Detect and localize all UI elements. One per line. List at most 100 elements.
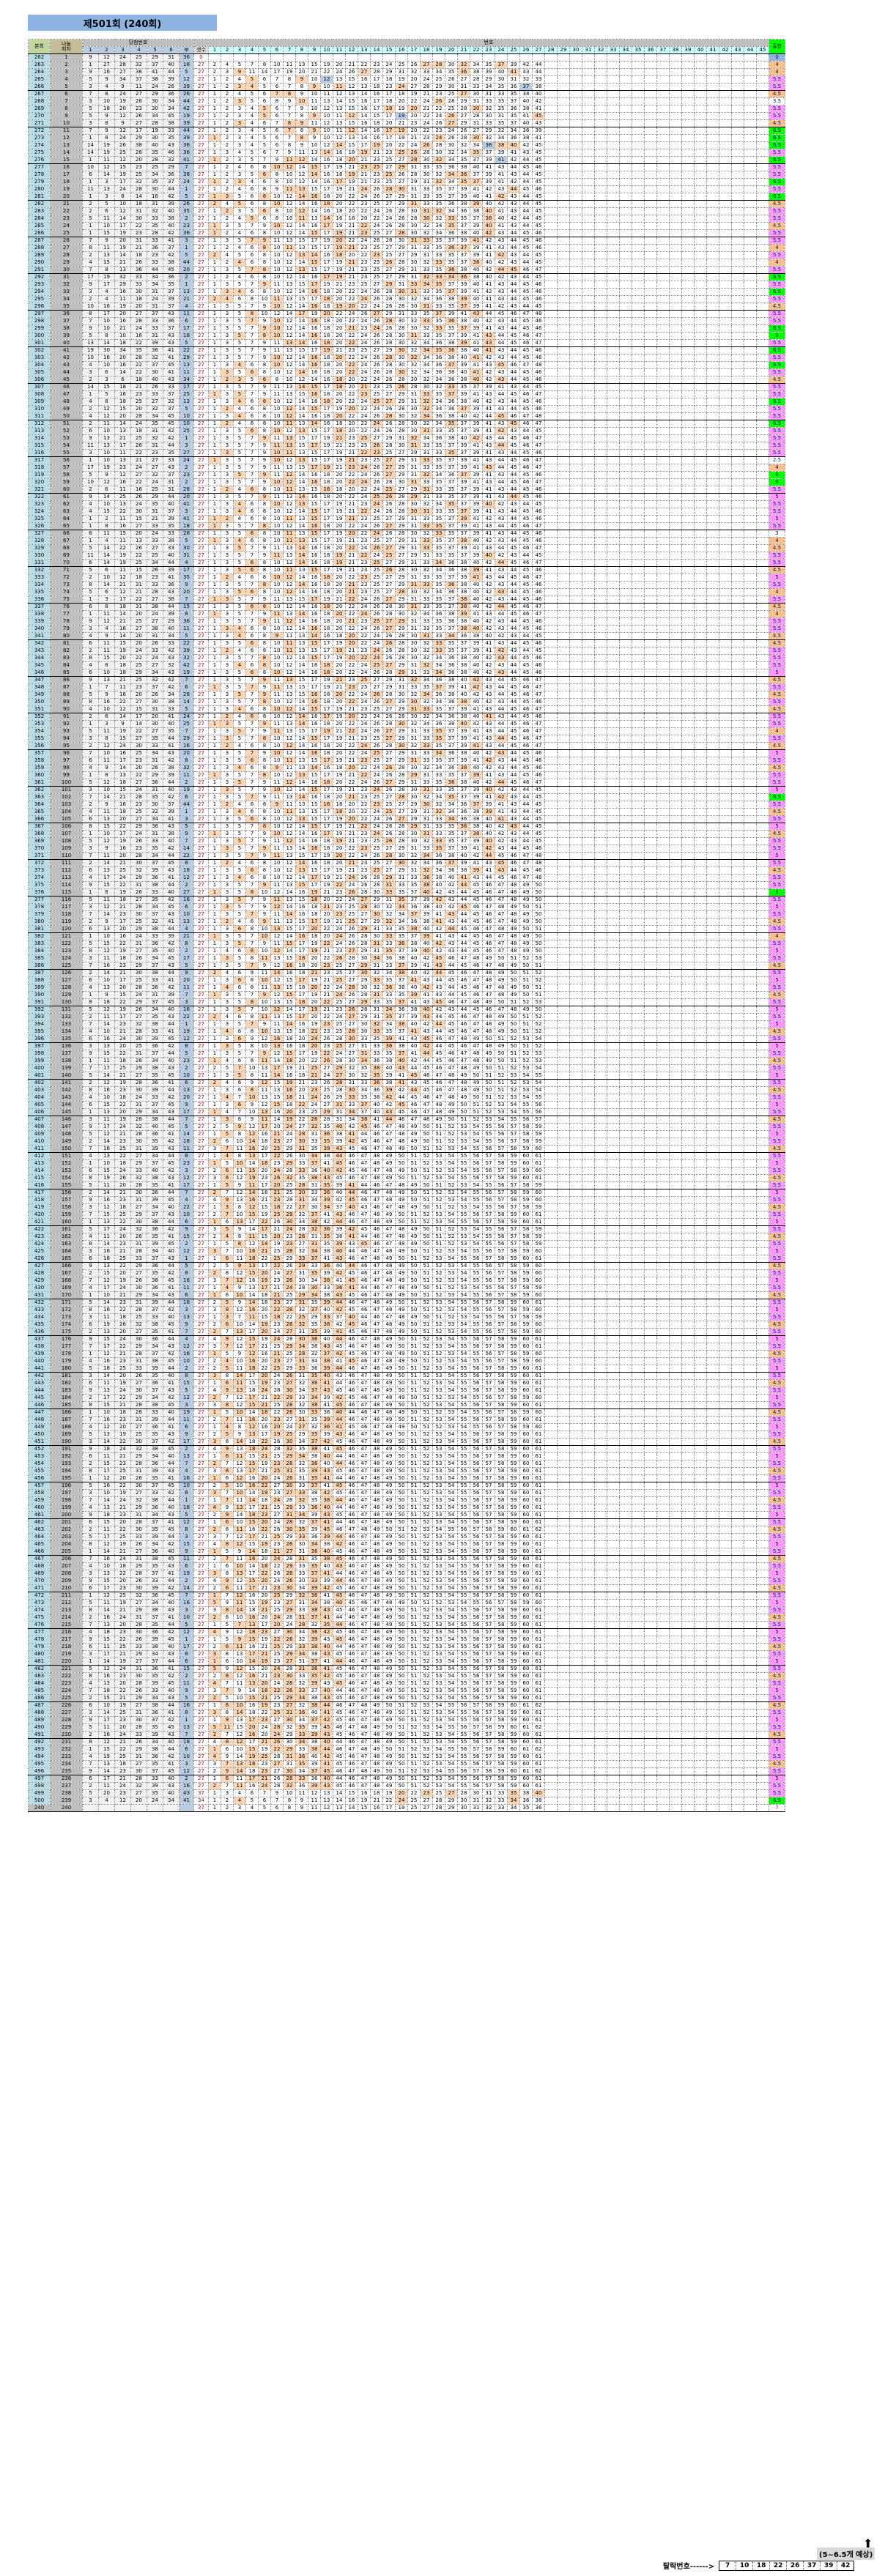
table-row[interactable]: 293 32 9 17 29 33 34 35 1 27 1 3 5 7 9 11 13 15 17 19 21 23 25… xyxy=(28,281,785,289)
table-row[interactable]: 317 56 1 10 13 21 27 33 24 27 1 3 5 7 9 10 12 13 15 17 19 21 2… xyxy=(28,456,785,464)
table-row[interactable]: 278 17 6 14 19 25 34 36 38 27 1 2 3 5 6 8 10 12 14 16 18 19 21… xyxy=(28,171,785,179)
table-row[interactable]: 331 70 6 14 19 25 34 44 4 27 1 3 5 6 8 10 12 14 16 18 19 21 23… xyxy=(28,559,785,567)
table-row[interactable]: 304 43 4 10 16 22 37 45 13 27 1 3 4 6 8 10 12 14 16 18 20 22 2… xyxy=(28,361,785,369)
table-row[interactable]: 332 71 5 6 11 15 26 39 17 27 1 3 5 6 8 10 11 13 15 17 19 21 23… xyxy=(28,566,785,574)
table-row[interactable]: 342 81 6 11 15 20 26 33 22 27 1 3 5 6 8 10 11 13 15 17 19 20 2… xyxy=(28,639,785,647)
table-row[interactable]: 303 42 10 16 20 28 32 41 29 27 1 3 5 7 9 10 12 14 16 18 20 22… xyxy=(28,354,785,362)
table-row[interactable]: 286 25 1 15 19 23 28 42 36 27 1 2 4 6 8 10 12 14 15 17 19 21 2… xyxy=(28,229,785,237)
table-row[interactable]: 319 58 5 9 12 27 32 37 23 27 1 3 5 7 9 11 12 14 16 18 20 22 24… xyxy=(28,471,785,479)
table-row[interactable]: 307 46 14 15 18 21 26 33 17 27 1 3 5 7 9 11 13 14 15 17 18 20… xyxy=(28,383,785,391)
table-row[interactable]: 265 4 5 9 34 37 38 39 12 27 1 2 4 5 6 7 8 9 10 12 13 15 16 17 18… xyxy=(28,75,785,83)
cell-number xyxy=(756,464,769,472)
cell-number xyxy=(681,486,695,494)
table-row[interactable]: 295 34 2 4 11 18 24 39 21 27 2 4 6 8 10 11 13 15 17 18 20 22 2… xyxy=(28,295,785,303)
table-row[interactable]: 266 5 3 4 9 11 24 26 39 27 1 2 3 4 5 6 7 8 9 10 11 12 13 18 23 24… xyxy=(28,83,785,91)
table-row[interactable]: 277 16 10 12 15 23 25 29 7 27 1 2 4 6 8 10 12 14 15 17 19 21 2… xyxy=(28,163,785,171)
table-row[interactable]: 287 26 7 9 20 31 33 41 3 27 1 3 5 7 9 11 13 15 17 19 20 22 24 2… xyxy=(28,237,785,245)
table-row[interactable]: 344 83 8 15 20 22 24 43 32 27 1 3 5 7 8 10 12 14 15 17 19 20 2… xyxy=(28,654,785,662)
table-row[interactable]: 263 2 1 27 28 32 37 40 18 27 2 4 5 7 8 10 11 13 15 19 20 21 22… xyxy=(28,61,785,69)
table-row[interactable]: 330 69 11 14 19 22 25 40 31 27 1 3 5 7 9 11 13 14 16 18 19 21… xyxy=(28,552,785,560)
table-row[interactable]: 284 23 5 11 14 30 33 38 2 27 1 2 4 5 6 8 10 11 13 14 16 18 20 2… xyxy=(28,215,785,223)
table-row[interactable]: 335 74 5 6 12 21 28 43 20 27 1 3 5 6 8 10 12 14 16 18 20 21 23… xyxy=(28,588,785,596)
table-row[interactable]: 271 10 3 8 9 27 28 38 39 27 1 2 3 4 6 7 8 9 11 12 13 15 16 18 20… xyxy=(28,119,785,127)
table-row[interactable]: 281 20 1 3 8 14 16 42 5 27 1 3 5 6 8 10 12 14 16 18 20 22 24 26… xyxy=(28,193,785,201)
table-row[interactable]: 325 64 1 2 11 15 21 39 41 27 1 2 4 6 8 10 11 13 15 17 19 21 23… xyxy=(28,515,785,523)
table-row[interactable]: 305 44 3 6 14 22 30 41 11 27 1 3 5 6 8 10 12 14 16 18 20 22 24… xyxy=(28,368,785,376)
table-row[interactable]: 338 77 1 11 14 20 24 39 8 27 1 3 5 7 9 11 13 14 16 18 20 22 24… xyxy=(28,610,785,618)
table-row[interactable]: 300 39 5 8 10 16 31 43 18 27 1 3 5 7 8 10 12 14 16 18 20 22 24… xyxy=(28,332,785,340)
cell-number: 1 xyxy=(208,537,221,545)
table-row[interactable]: 272 11 7 9 12 17 19 33 44 27 1 2 3 4 5 6 7 8 9 10 11 12 14 16 17… xyxy=(28,127,785,135)
cell-number: 28 xyxy=(382,332,396,340)
table-row[interactable]: 329 68 5 14 22 26 27 33 30 27 1 3 5 7 9 11 13 14 16 18 20 22 2… xyxy=(28,544,785,552)
table-row[interactable]: 280 19 11 13 24 28 30 44 1 27 1 2 4 6 8 9 11 13 15 17 19 21 24… xyxy=(28,185,785,193)
table-row[interactable]: 328 67 1 4 11 13 33 38 5 27 1 3 4 6 8 10 11 13 15 17 19 21 23 2… xyxy=(28,537,785,545)
table-row[interactable]: 323 62 4 10 13 24 35 40 41 27 1 3 4 6 8 10 12 13 15 17 19 21 2… xyxy=(28,500,785,508)
table-row[interactable]: 291 30 7 8 13 36 44 45 20 27 1 3 5 7 8 10 12 13 15 17 19 21 23… xyxy=(28,266,785,274)
table-row[interactable]: 313 52 6 10 13 18 31 42 25 27 1 3 5 6 8 10 12 13 15 17 18 20 2… xyxy=(28,427,785,435)
table-row[interactable]: 299 38 9 10 21 24 33 37 17 27 1 3 5 7 9 10 12 14 16 18 20 21 2… xyxy=(28,324,785,333)
table-row[interactable]: 347 86 9 13 21 25 32 42 7 27 1 3 5 7 9 11 13 15 17 19 21 23 25… xyxy=(28,676,785,684)
table-row[interactable]: 279 18 1 3 17 32 35 37 24 27 1 2 3 4 6 8 10 12 14 16 17 19 21 2… xyxy=(28,178,785,186)
table-row[interactable]: 333 72 2 10 12 18 23 41 35 27 1 2 4 6 8 10 12 14 16 18 20 22 2… xyxy=(28,574,785,582)
table-row[interactable]: 273 12 1 8 24 29 30 35 39 27 1 2 3 4 5 6 7 8 9 10 12 13 14 16 17… xyxy=(28,134,785,142)
cell-number: 20 xyxy=(333,412,346,420)
table-row[interactable]: 318 57 17 19 23 24 27 43 2 27 1 3 5 7 9 11 13 15 17 19 21 23 2… xyxy=(28,464,785,472)
table-row[interactable]: 312 51 2 11 14 24 35 45 10 27 1 2 4 6 8 10 11 13 14 16 18 20 2… xyxy=(28,420,785,428)
table-row[interactable]: 262 1 9 12 24 25 29 31 36 0 0 xyxy=(28,53,785,62)
table-row[interactable]: 270 9 5 9 12 26 34 45 19 27 1 2 3 4 5 6 7 8 9 10 11 12 14 15 17 1… xyxy=(28,112,785,120)
cell-number: 37 xyxy=(457,302,470,311)
table-row[interactable]: 321 60 2 6 11 16 25 31 28 27 1 2 4 6 8 10 11 13 15 16 18 20 22… xyxy=(28,486,785,494)
cell-number: 19 xyxy=(333,185,346,193)
table-row[interactable]: 289 28 2 13 14 18 23 42 5 27 2 4 5 6 8 10 12 13 14 16 18 20 22… xyxy=(28,251,785,259)
table-row[interactable]: 285 24 1 10 17 22 35 40 23 27 1 3 5 7 9 10 12 14 16 17 19 21 2… xyxy=(28,222,785,230)
table-row[interactable]: 340 79 3 4 16 27 38 40 11 27 1 3 4 6 8 10 12 14 16 18 20 22 24… xyxy=(28,625,785,633)
table-row[interactable]: 308 47 1 5 16 23 33 37 25 27 1 3 5 7 9 11 13 15 16 18 20 22 23… xyxy=(28,390,785,398)
table-row[interactable]: 292 31 17 19 32 33 34 36 2 27 1 2 4 6 8 10 12 14 16 17 19 21 2… xyxy=(28,273,785,281)
table-row[interactable]: 315 54 11 13 17 26 31 44 3 27 1 3 5 7 9 11 13 15 17 19 21 23 2… xyxy=(28,442,785,450)
table-row[interactable]: 297 36 8 17 20 27 37 43 11 27 1 3 5 8 10 12 14 17 19 20 22 24… xyxy=(28,310,785,318)
table-row[interactable]: 339 78 9 12 21 25 27 29 36 27 1 3 5 7 9 11 12 14 16 18 20 21 2… xyxy=(28,617,785,626)
table-row[interactable]: 294 33 3 4 16 30 31 37 13 27 1 3 4 6 8 10 12 14 16 18 20 22 24… xyxy=(28,288,785,296)
table-row[interactable]: 345 84 4 8 18 25 27 32 42 27 1 3 4 6 8 10 12 14 16 18 20 22 24… xyxy=(28,661,785,669)
table-row[interactable]: 324 63 4 15 22 30 31 37 3 27 1 3 4 6 8 10 12 14 15 17 19 21 22… xyxy=(28,508,785,516)
table-row[interactable]: 337 76 6 8 18 31 38 44 15 27 1 3 5 6 8 10 12 14 16 18 20 22 24… xyxy=(28,603,785,611)
table-row[interactable]: 268 7 3 10 19 26 30 34 44 27 1 2 3 5 6 8 9 10 11 13 14 15 16 17… xyxy=(28,97,785,105)
table-row[interactable]: 282 21 2 5 10 18 31 39 26 27 2 4 5 6 8 10 12 14 16 18 20 22 23… xyxy=(28,200,785,208)
table-row[interactable]: 341 80 4 9 14 20 31 34 5 27 1 3 4 6 8 9 11 13 14 16 18 20 22 24… xyxy=(28,632,785,640)
table-row[interactable]: 326 65 1 8 16 27 33 35 18 27 1 3 5 7 8 10 12 14 16 18 20 22 24… xyxy=(28,522,785,530)
table-row[interactable]: 314 53 9 13 21 25 32 42 1 27 1 3 5 7 9 11 13 15 17 19 21 23 25… xyxy=(28,434,785,442)
cell-number: 43 xyxy=(495,508,508,516)
table-row[interactable]: 302 41 19 30 34 35 36 41 22 27 1 3 5 7 9 11 13 15 17 19 21 23… xyxy=(28,346,785,355)
table-row[interactable]: 343 82 2 11 19 24 33 42 39 27 1 2 4 6 8 10 11 13 15 17 19 21 2… xyxy=(28,647,785,655)
cell-count: 27 xyxy=(193,229,209,237)
table-row[interactable]: 269 8 5 18 20 23 30 34 42 27 1 2 3 4 5 6 7 9 10 12 13 15 16 17 1… xyxy=(28,105,785,113)
table-row[interactable]: 283 22 2 6 12 31 32 40 35 27 1 2 3 5 6 8 10 12 14 16 18 20 22 2… xyxy=(28,207,785,215)
table-row[interactable]: 274 13 14 19 26 38 40 43 36 27 1 2 3 4 5 6 8 9 10 12 14 15 17 1… xyxy=(28,141,785,149)
table-row[interactable]: 346 85 6 10 18 29 34 43 19 27 1 3 5 6 8 10 12 14 16 18 20 22 2… xyxy=(28,669,785,677)
table-row[interactable]: 311 50 4 12 20 28 34 45 10 27 1 3 4 6 8 10 12 14 16 18 20 22 2… xyxy=(28,412,785,420)
table-row[interactable]: 288 27 8 11 19 21 36 37 1 27 1 2 4 6 8 10 11 13 15 17 19 21 23… xyxy=(28,244,785,252)
table-row[interactable]: 267 6 7 8 24 27 29 36 26 27 1 2 4 5 6 7 8 9 10 11 12 13 14 16 17… xyxy=(28,90,785,98)
table-row[interactable]: 298 37 7 10 16 28 33 36 6 27 1 3 5 7 9 10 12 14 16 18 20 22 24… xyxy=(28,317,785,325)
table-row[interactable]: 310 49 2 12 15 20 32 37 5 27 1 2 4 6 8 10 12 14 15 17 19 20 22… xyxy=(28,405,785,413)
cell-number: 44 xyxy=(495,339,508,347)
cell-number: 40 xyxy=(482,500,495,508)
table-row[interactable]: 334 73 8 14 21 31 33 36 9 27 1 3 5 7 8 10 12 14 16 18 20 21 23… xyxy=(28,581,785,589)
cell-number: 23 xyxy=(382,149,396,157)
table-row[interactable]: 306 45 2 3 6 18 40 43 34 27 1 2 3 5 6 8 10 12 14 16 18 20 22 24… xyxy=(28,376,785,384)
table-row[interactable]: 320 59 10 12 16 22 24 31 2 27 1 3 5 7 9 10 12 14 16 18 20 22 2… xyxy=(28,478,785,486)
table-row[interactable]: 336 75 1 3 17 22 27 38 7 27 1 3 5 7 9 11 13 15 17 19 21 22 24 2… xyxy=(28,595,785,604)
table-row[interactable]: 264 3 9 16 27 36 41 44 5 27 2 3 9 11 14 17 19 20 21 22 24 26 2… xyxy=(28,68,785,76)
table-row[interactable]: 348 87 1 7 11 23 37 42 6 27 1 3 5 7 9 11 13 15 17 19 21 23 25 2… xyxy=(28,683,785,691)
table-row[interactable]: 276 15 1 11 12 20 28 32 41 27 1 2 3 5 7 9 11 12 14 16 18 20 21… xyxy=(28,156,785,164)
table-row[interactable]: 327 66 6 11 15 20 24 33 28 27 1 3 5 6 8 10 11 13 15 17 19 20 2… xyxy=(28,530,785,538)
table-row[interactable]: 322 61 9 14 25 26 29 44 20 27 1 3 5 7 9 11 13 14 16 18 20 22 2… xyxy=(28,493,785,501)
cell-number: 36 xyxy=(445,266,458,274)
table-row[interactable]: 290 29 4 15 21 26 33 38 44 27 1 2 4 6 8 10 12 14 15 17 19 21 2… xyxy=(28,259,785,267)
table-row[interactable]: 316 55 3 10 11 22 23 35 27 27 1 3 5 7 9 10 11 13 15 17 19 21 2… xyxy=(28,449,785,457)
table-row[interactable]: 309 48 4 8 18 25 27 32 13 27 1 3 4 6 8 10 12 14 16 18 20 22 24… xyxy=(28,398,785,406)
table-row[interactable]: 301 40 13 14 18 22 39 43 5 27 1 3 5 7 9 11 13 14 16 18 20 22 2… xyxy=(28,339,785,347)
table-row[interactable]: 275 14 14 19 25 26 35 46 36 27 1 3 4 5 6 7 9 11 13 14 16 18 19… xyxy=(28,149,785,157)
table-row[interactable]: 296 35 10 16 19 20 31 37 4 27 1 3 5 7 9 10 12 14 16 18 19 20 2… xyxy=(28,302,785,311)
